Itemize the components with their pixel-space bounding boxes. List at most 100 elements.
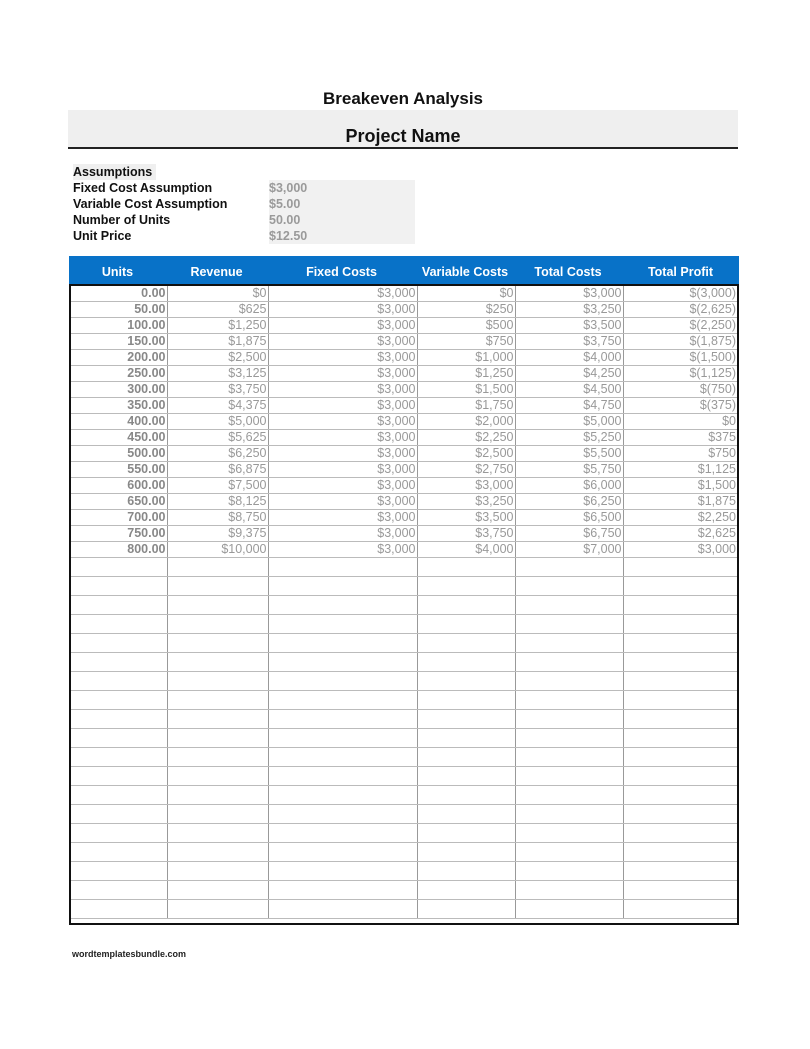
empty-cell[interactable]	[515, 633, 624, 653]
empty-cell[interactable]	[623, 861, 737, 881]
empty-cell[interactable]	[167, 880, 269, 900]
cell-fixed-costs[interactable]: $3,000	[268, 333, 418, 350]
empty-cell[interactable]	[417, 614, 516, 634]
cell-total-costs[interactable]: $4,250	[515, 365, 624, 382]
cell-variable-costs[interactable]: $3,250	[417, 493, 516, 510]
cell-fixed-costs[interactable]: $3,000	[268, 541, 418, 558]
cell-total-profit[interactable]: $2,250	[623, 509, 737, 526]
empty-cell[interactable]	[71, 766, 168, 786]
empty-cell[interactable]	[71, 633, 168, 653]
empty-cell[interactable]	[268, 785, 418, 805]
empty-cell[interactable]	[417, 899, 516, 919]
empty-cell[interactable]	[268, 747, 418, 767]
cell-variable-costs[interactable]: $500	[417, 317, 516, 334]
empty-cell[interactable]	[268, 671, 418, 691]
empty-cell[interactable]	[268, 899, 418, 919]
empty-cell[interactable]	[515, 747, 624, 767]
empty-cell[interactable]	[71, 576, 168, 596]
empty-cell[interactable]	[623, 614, 737, 634]
empty-cell[interactable]	[417, 576, 516, 596]
empty-cell[interactable]	[167, 671, 269, 691]
cell-revenue[interactable]: $3,750	[167, 381, 269, 398]
cell-units[interactable]: 400.00	[71, 413, 168, 430]
cell-total-profit[interactable]: $1,875	[623, 493, 737, 510]
empty-cell[interactable]	[167, 823, 269, 843]
empty-cell[interactable]	[167, 747, 269, 767]
cell-revenue[interactable]: $8,750	[167, 509, 269, 526]
empty-cell[interactable]	[623, 842, 737, 862]
empty-cell[interactable]	[71, 842, 168, 862]
cell-total-profit[interactable]: $(2,625)	[623, 301, 737, 318]
empty-cell[interactable]	[515, 614, 624, 634]
cell-revenue[interactable]: $8,125	[167, 493, 269, 510]
empty-cell[interactable]	[515, 785, 624, 805]
cell-variable-costs[interactable]: $4,000	[417, 541, 516, 558]
empty-cell[interactable]	[417, 823, 516, 843]
empty-cell[interactable]	[515, 595, 624, 615]
empty-cell[interactable]	[268, 709, 418, 729]
empty-cell[interactable]	[623, 633, 737, 653]
cell-units[interactable]: 300.00	[71, 381, 168, 398]
cell-fixed-costs[interactable]: $3,000	[268, 413, 418, 430]
cell-units[interactable]: 800.00	[71, 541, 168, 558]
cell-total-costs[interactable]: $3,250	[515, 301, 624, 318]
empty-cell[interactable]	[515, 880, 624, 900]
empty-cell[interactable]	[71, 557, 168, 577]
cell-total-profit[interactable]: $0	[623, 413, 737, 430]
cell-total-profit[interactable]: $(3,000)	[623, 286, 737, 302]
empty-cell[interactable]	[417, 595, 516, 615]
cell-revenue[interactable]: $625	[167, 301, 269, 318]
empty-cell[interactable]	[515, 671, 624, 691]
cell-total-costs[interactable]: $4,000	[515, 349, 624, 366]
cell-total-profit[interactable]: $2,625	[623, 525, 737, 542]
cell-revenue[interactable]: $1,250	[167, 317, 269, 334]
cell-total-profit[interactable]: $(375)	[623, 397, 737, 414]
empty-cell[interactable]	[167, 785, 269, 805]
cell-total-profit[interactable]: $3,000	[623, 541, 737, 558]
empty-cell[interactable]	[71, 804, 168, 824]
cell-units[interactable]: 350.00	[71, 397, 168, 414]
empty-cell[interactable]	[268, 557, 418, 577]
empty-cell[interactable]	[515, 557, 624, 577]
empty-cell[interactable]	[268, 823, 418, 843]
empty-cell[interactable]	[167, 614, 269, 634]
empty-cell[interactable]	[71, 728, 168, 748]
empty-cell[interactable]	[268, 880, 418, 900]
cell-units[interactable]: 150.00	[71, 333, 168, 350]
empty-cell[interactable]	[268, 652, 418, 672]
empty-cell[interactable]	[623, 557, 737, 577]
cell-fixed-costs[interactable]: $3,000	[268, 317, 418, 334]
cell-total-costs[interactable]: $5,500	[515, 445, 624, 462]
empty-cell[interactable]	[71, 652, 168, 672]
cell-revenue[interactable]: $6,875	[167, 461, 269, 478]
cell-units[interactable]: 750.00	[71, 525, 168, 542]
assumption-value[interactable]: 50.00	[269, 212, 415, 228]
cell-total-costs[interactable]: $6,000	[515, 477, 624, 494]
cell-total-profit[interactable]: $(2,250)	[623, 317, 737, 334]
cell-total-costs[interactable]: $3,750	[515, 333, 624, 350]
cell-units[interactable]: 700.00	[71, 509, 168, 526]
empty-cell[interactable]	[623, 880, 737, 900]
cell-fixed-costs[interactable]: $3,000	[268, 445, 418, 462]
cell-variable-costs[interactable]: $0	[417, 286, 516, 302]
cell-total-costs[interactable]: $5,000	[515, 413, 624, 430]
cell-total-profit[interactable]: $750	[623, 445, 737, 462]
cell-total-costs[interactable]: $7,000	[515, 541, 624, 558]
empty-cell[interactable]	[167, 804, 269, 824]
cell-fixed-costs[interactable]: $3,000	[268, 477, 418, 494]
empty-cell[interactable]	[623, 899, 737, 919]
empty-cell[interactable]	[268, 804, 418, 824]
cell-revenue[interactable]: $1,875	[167, 333, 269, 350]
empty-cell[interactable]	[167, 690, 269, 710]
empty-cell[interactable]	[167, 861, 269, 881]
empty-cell[interactable]	[268, 861, 418, 881]
empty-cell[interactable]	[167, 899, 269, 919]
empty-cell[interactable]	[268, 595, 418, 615]
cell-fixed-costs[interactable]: $3,000	[268, 525, 418, 542]
cell-units[interactable]: 650.00	[71, 493, 168, 510]
empty-cell[interactable]	[71, 747, 168, 767]
cell-total-profit[interactable]: $(750)	[623, 381, 737, 398]
cell-variable-costs[interactable]: $1,250	[417, 365, 516, 382]
empty-cell[interactable]	[71, 823, 168, 843]
empty-cell[interactable]	[515, 652, 624, 672]
